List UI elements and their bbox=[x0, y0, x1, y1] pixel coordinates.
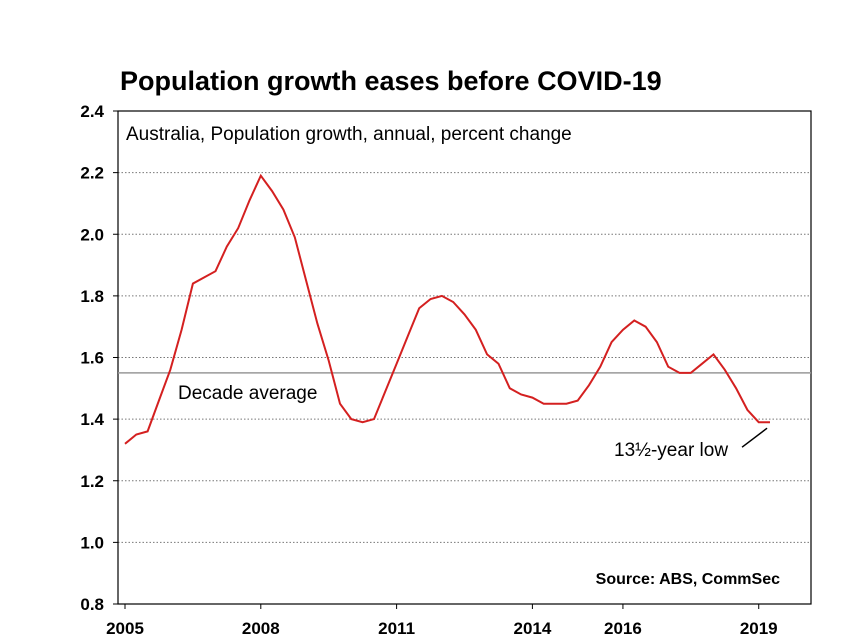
x-tick-label: 2019 bbox=[740, 619, 778, 638]
source-note: Source: ABS, CommSec bbox=[596, 571, 780, 588]
x-tick-label: 2005 bbox=[106, 619, 144, 638]
x-tick-label: 2011 bbox=[378, 619, 415, 638]
population-growth-line bbox=[124, 173, 770, 445]
y-axis-ticks: 0.8 1.0 1.2 1.4 1.6 1.8 2.0 2.2 2.4 bbox=[80, 102, 118, 614]
y-tick-label: 1.4 bbox=[80, 410, 104, 429]
y-tick-label: 0.8 bbox=[80, 595, 104, 614]
annotation-13-half-year-low: 13½-year low bbox=[614, 440, 728, 461]
gridlines bbox=[118, 172, 811, 543]
y-tick-label: 1.2 bbox=[80, 472, 104, 491]
y-tick-label: 1.0 bbox=[80, 533, 104, 552]
annotation-pointer bbox=[741, 427, 768, 448]
chart-title: Population growth eases before COVID-19 bbox=[120, 66, 662, 96]
chart-subtitle: Australia, Population growth, annual, pe… bbox=[126, 124, 572, 145]
x-tick-label: 2016 bbox=[604, 619, 642, 638]
x-axis-ticks: 2005 2008 2011 2014 2016 2019 bbox=[106, 604, 778, 638]
y-tick-label: 1.8 bbox=[80, 287, 104, 306]
y-tick-label: 2.4 bbox=[80, 102, 104, 121]
decade-average-label: Decade average bbox=[178, 383, 317, 404]
y-tick-label: 1.6 bbox=[80, 349, 104, 368]
y-tick-label: 2.2 bbox=[80, 164, 104, 183]
x-tick-label: 2014 bbox=[513, 619, 551, 638]
y-tick-label: 2.0 bbox=[80, 225, 104, 244]
x-tick-label: 2008 bbox=[242, 619, 280, 638]
